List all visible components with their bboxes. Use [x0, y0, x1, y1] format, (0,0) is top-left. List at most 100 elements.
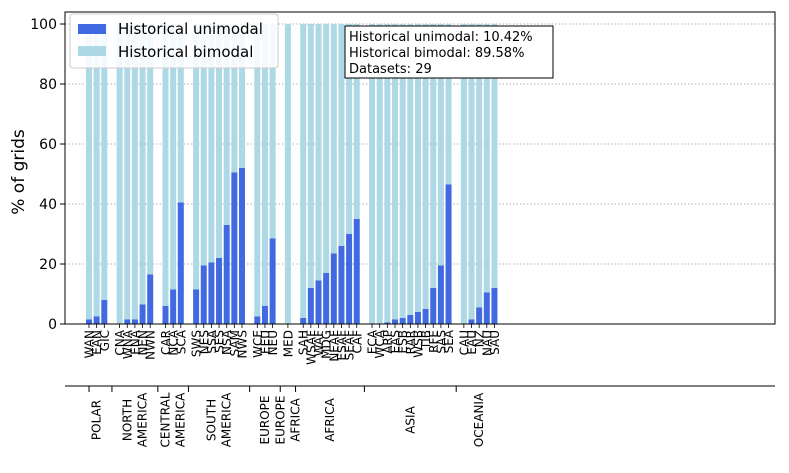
x-tick-label: EAS [389, 330, 403, 353]
x-tick-label: NEN [136, 330, 150, 356]
bar-bimodal-eeu [261, 24, 268, 306]
annotation-frame [344, 25, 554, 79]
bar-unimodal-sea [445, 184, 452, 324]
x-tick-label: NES [197, 330, 211, 354]
legend-swatch-bimodal [78, 46, 106, 56]
region-group-label: CENTRAL [159, 392, 173, 447]
bar-unimodal-neu [269, 238, 276, 324]
legend-frame [69, 13, 279, 69]
x-tick-label: SAM [228, 330, 242, 356]
x-tick-label: SAU [488, 330, 502, 355]
region-groups: POLAR NORTH AMERICA CENTRAL AMERICA SOUTH AMER… [65, 385, 775, 448]
region-group-label: POLAR [90, 400, 104, 440]
bar-bimodal-sam [231, 24, 238, 173]
bar-unimodal-nen [139, 304, 146, 324]
bar-bimodal-wan [86, 24, 92, 320]
bar-unimodal-nz [476, 307, 483, 324]
region-group-label: SOUTH [205, 399, 219, 441]
bar-unimodal-wce [254, 316, 261, 324]
bar-unimodal-tib [422, 309, 429, 324]
region-group-label: EUROPE [258, 396, 272, 445]
bar-unimodal-esaf [338, 246, 345, 324]
bar-bimodal-eca [369, 24, 376, 324]
bar-bimodal-sah [300, 24, 307, 318]
x-tick-label: SSA [205, 329, 219, 353]
bar-unimodal-wsaf [307, 288, 314, 324]
x-tick-label: WAF [312, 330, 326, 356]
bar-unimodal-rar [407, 315, 414, 324]
x-tick-label: WCE [251, 330, 265, 358]
x-tick-label: MDG [320, 330, 334, 359]
bar-bimodal-eas [392, 24, 398, 320]
bar-bimodal-wna [124, 24, 131, 320]
summary-annotation: Historical unimodal: 10.42% Historical b… [344, 25, 554, 79]
x-tick-label: RAR [404, 330, 418, 354]
region-group-label: NORTH [120, 399, 134, 441]
bar-unimodal-nau [483, 292, 490, 324]
y-tick-label: 20 [39, 257, 57, 273]
bar-unimodal-seaf [346, 234, 353, 324]
bar-unimodal-nes [200, 265, 207, 324]
x-tick-label: WSB [411, 330, 425, 358]
bar-bimodal-rfe [430, 24, 437, 288]
x-tick-label: SEA [442, 329, 456, 353]
bar-bimodal-tib [422, 24, 429, 309]
annotation-unimodal: Historical unimodal: 10.42% [349, 30, 533, 45]
x-tick-label: NCA [167, 329, 181, 355]
bar-bimodal-nz [476, 24, 483, 308]
bar-bimodal-sea [445, 24, 452, 185]
bar-unimodal-wna [124, 319, 131, 324]
y-tick-labels: 0 20 40 60 80 100 [30, 17, 57, 333]
plot-frame [64, 11, 776, 325]
bar-unimodal-wsb [414, 312, 421, 324]
bar-bimodal-arp [384, 24, 391, 323]
x-tick-label: ESB [396, 330, 410, 353]
bar-bimodal-neaf [330, 24, 337, 254]
x-tick-label: WSAF [304, 330, 318, 365]
bar-bimodal-sca [177, 24, 184, 203]
region-group-label: AMERICA [174, 392, 188, 447]
bar-unimodal-rfe [430, 288, 437, 324]
legend-label-unimodal: Historical unimodal [118, 20, 263, 38]
bar-bimodal-waf [315, 24, 322, 281]
bar-bimodal-eau [468, 24, 475, 320]
x-tick-label: NWS [236, 330, 250, 358]
x-tick-label: SEAF [343, 330, 357, 360]
x-tick-label: SAH [297, 330, 311, 355]
bar-bimodal-wca [376, 24, 383, 324]
axes [60, 11, 776, 328]
x-tick-label: ECA [366, 329, 380, 354]
x-tick-label: RFE [427, 330, 441, 353]
bar-bimodal-ean [93, 24, 100, 317]
bar-bimodal-mdg [323, 24, 330, 273]
x-tick-label: EAN [90, 330, 104, 355]
bar-unimodal-waf [315, 280, 322, 324]
bar-unimodal-arp [384, 322, 391, 324]
x-tick-label: ESAF [335, 330, 349, 361]
bar-unimodal-sca [177, 202, 184, 324]
bar-bimodal-nau [483, 24, 490, 293]
bar-bimodal-nws [239, 24, 245, 168]
x-tick-label: CAF [350, 330, 364, 354]
bar-unimodal-mdg [323, 273, 330, 324]
y-axis-label: % of grids [9, 129, 29, 215]
x-tick-label: NAU [480, 330, 494, 356]
bar-bimodal-sas [437, 24, 444, 266]
bar-unimodal-sau [491, 288, 498, 324]
x-tick-label: WCA [373, 329, 387, 358]
x-tick-label: WNA [121, 329, 135, 359]
bar-bimodal-esaf [338, 24, 345, 246]
bar-bimodal-rar [407, 24, 414, 315]
bar-unimodal-esb [399, 318, 406, 324]
y-tick-label: 40 [39, 197, 57, 213]
x-tick-label: NSA [220, 329, 234, 355]
bar-unimodal-neaf [330, 253, 337, 324]
bar-bimodal-car [162, 24, 169, 306]
bar-bimodal-nsa [223, 24, 230, 225]
x-tick-label: CNA [113, 329, 127, 355]
region-group-label: EUROPE [273, 396, 287, 445]
annotation-bimodal: Historical bimodal: 89.58% [349, 46, 524, 61]
x-tick-label: SWS [190, 330, 204, 357]
legend-label-bimodal: Historical bimodal [118, 43, 253, 61]
